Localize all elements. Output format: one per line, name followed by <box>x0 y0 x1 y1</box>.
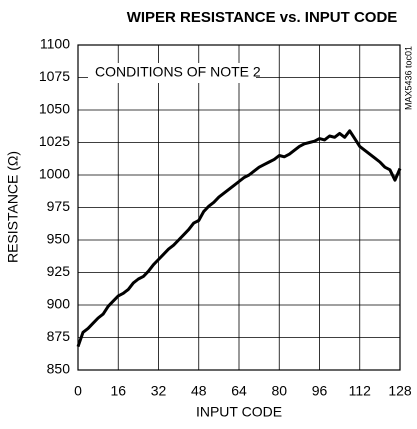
annotation-box <box>88 63 256 83</box>
x-tick-label: 112 <box>349 383 372 399</box>
x-axis-label: INPUT CODE <box>196 404 282 420</box>
y-tick-label: 1050 <box>39 101 70 117</box>
plot-border <box>77 44 401 371</box>
x-tick-label: 64 <box>231 383 247 399</box>
x-tick-label: 80 <box>271 383 287 399</box>
x-tick-label: 48 <box>191 383 207 399</box>
chart-title: WIPER RESISTANCE vs. INPUT CODE <box>127 9 398 26</box>
side-note: MAX5436 toc01 <box>403 46 413 110</box>
x-tick-label: 16 <box>110 383 126 399</box>
x-tick-label: 0 <box>74 383 82 399</box>
y-tick-label: 1025 <box>39 133 70 149</box>
annotation: CONDITIONS OF NOTE 2 <box>95 64 261 80</box>
y-tick-label: 900 <box>47 296 71 312</box>
x-tick-label: 96 <box>312 383 328 399</box>
y-tick-label: 1000 <box>39 166 70 182</box>
data-line <box>76 129 402 348</box>
x-tick-label: 128 <box>388 383 412 399</box>
x-tick-label: 32 <box>151 383 167 399</box>
y-tick-label: 975 <box>47 198 71 214</box>
y-tick-label: 925 <box>47 263 71 279</box>
y-tick-label: 850 <box>47 361 71 377</box>
y-tick-label: 950 <box>47 231 71 247</box>
y-axis-label: RESISTANCE (Ω) <box>5 151 21 263</box>
y-tick-label: 875 <box>47 328 71 344</box>
y-tick-label: 1100 <box>40 36 70 52</box>
y-tick-label: 1075 <box>39 68 70 84</box>
